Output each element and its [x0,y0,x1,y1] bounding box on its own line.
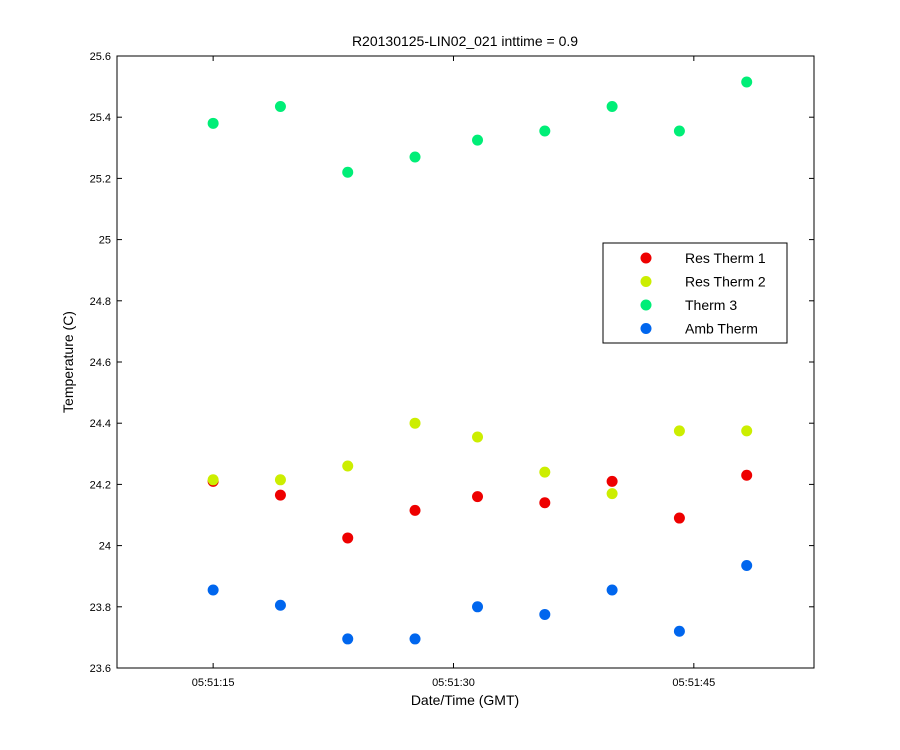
data-points [207,76,753,645]
data-point [342,532,354,544]
data-point [673,625,685,637]
chart-title: R20130125-LIN02_021 inttime = 0.9 [352,33,578,49]
legend-marker [640,276,652,287]
y-tick-label: 24 [99,541,111,553]
data-point [409,151,421,163]
legend-label: Amb Therm [685,321,758,337]
data-point [342,166,354,178]
legend-label: Therm 3 [685,297,737,313]
series-res-therm-1 [207,469,753,544]
data-point [472,601,484,613]
data-point [472,134,484,146]
series-res-therm-2 [207,417,753,500]
data-point [606,584,618,596]
y-tick-label: 25 [99,235,111,247]
y-tick-label: 24.6 [90,357,111,369]
y-tick-label: 23.6 [90,663,111,675]
data-point [409,417,421,429]
data-point [539,466,551,478]
data-point [741,425,753,437]
x-tick-label: 05:51:15 [192,677,235,689]
x-tick-label: 05:51:45 [672,677,715,689]
data-point [673,425,685,437]
legend-marker [640,252,652,264]
data-point [539,125,551,137]
legend-marker [640,323,652,334]
x-axis-title: Date/Time (GMT) [411,692,519,708]
data-point [207,117,219,129]
data-point [673,125,685,137]
data-point [274,489,286,501]
legend: Res Therm 1 Res Therm 2 Therm 3 Amb Therm [602,242,788,344]
series-amb-therm [207,559,753,645]
data-point [741,469,753,481]
y-axis-title: Temperature (C) [60,311,76,413]
data-point [207,474,219,486]
data-point [342,460,354,472]
y-tick-label: 25.2 [90,173,111,185]
data-point [409,633,421,645]
data-point [342,633,354,645]
data-point [673,512,685,524]
data-point [539,497,551,509]
x-axis: 05:51:15 05:51:30 05:51:45 [192,56,715,689]
y-tick-label: 24.4 [90,418,111,430]
data-point [741,559,753,571]
legend-box [602,242,788,344]
y-tick-label: 25.4 [90,112,111,124]
data-point [606,100,618,112]
data-point [274,100,286,112]
y-tick-label: 23.8 [90,602,111,614]
data-point [274,474,286,486]
data-point [472,431,484,443]
data-point [409,504,421,516]
data-point [606,475,618,487]
y-axis: 23.6 23.8 24 24.2 24.4 24.6 24.8 25 25.2 25.4 25.6 [90,51,814,675]
data-point [606,488,618,500]
data-point [539,608,551,620]
series-therm-3 [207,76,753,178]
data-point [741,76,753,88]
y-tick-label: 24.2 [90,479,111,491]
legend-label: Res Therm 2 [685,274,766,290]
data-point [207,584,219,596]
plot-area [116,55,815,669]
data-point [274,599,286,611]
legend-label: Res Therm 1 [685,250,766,266]
x-tick-label: 05:51:30 [432,677,475,689]
legend-marker [640,299,652,311]
data-point [472,491,484,503]
y-tick-label: 24.8 [90,296,111,308]
y-tick-label: 25.6 [90,51,111,63]
